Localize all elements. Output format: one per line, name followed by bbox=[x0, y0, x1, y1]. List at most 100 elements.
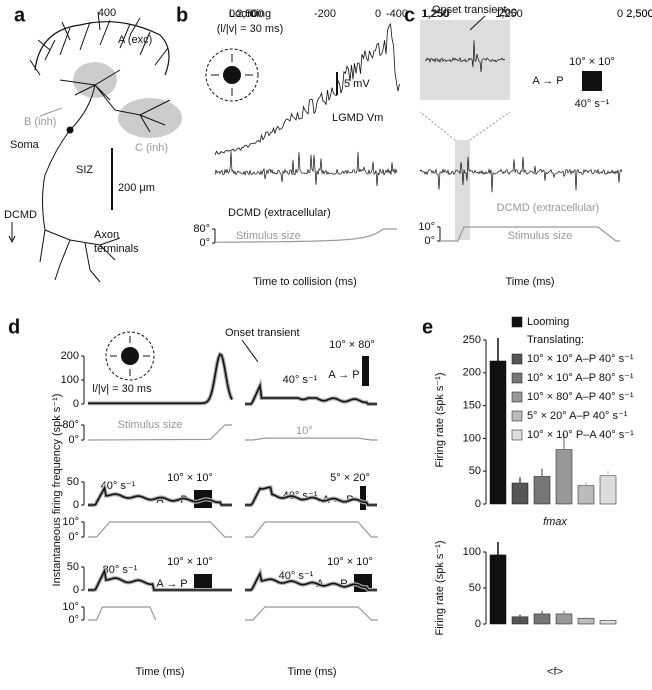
rate-trace bbox=[245, 486, 377, 506]
x-tick-label: 0 bbox=[617, 8, 623, 20]
voltage-trace bbox=[214, 22, 400, 156]
y-axis-label: Instantaneous firing frequency (spk s⁻¹) bbox=[51, 394, 63, 587]
y-tick-label: 50 bbox=[67, 561, 79, 573]
y-tick-label: 200 bbox=[463, 367, 481, 379]
annotation: 40° s⁻¹ bbox=[279, 570, 314, 582]
y-tick-label: 0° bbox=[68, 614, 79, 626]
stimulus-trace bbox=[245, 437, 378, 441]
annotation: l/|v| = 30 ms bbox=[92, 383, 152, 395]
y-tick-label: 100 bbox=[61, 374, 79, 386]
stimulus-icon bbox=[194, 574, 212, 592]
stimulus-icon bbox=[582, 71, 602, 91]
stimulus-trace bbox=[88, 606, 157, 621]
annotation: 10° × 80° bbox=[329, 339, 375, 351]
x-tick-label: 0 bbox=[229, 8, 235, 20]
zoom-lines bbox=[419, 111, 511, 141]
legend-swatch bbox=[511, 391, 523, 403]
panel-label: a bbox=[14, 4, 26, 26]
neuron-label: DCMD bbox=[4, 209, 37, 221]
y-tick-label: 0 bbox=[475, 618, 481, 630]
extracellular-trace bbox=[419, 156, 623, 193]
y-tick-label: 0 bbox=[73, 398, 79, 410]
annotation: DCMD (extracellular) bbox=[497, 202, 600, 214]
legend-label: 10° × 10° A–P 40° s⁻¹ bbox=[527, 353, 634, 365]
panel-label: e bbox=[422, 316, 433, 338]
x-tick-label: -200 bbox=[314, 8, 336, 20]
stimulus-trace bbox=[87, 424, 232, 441]
y-tick-label: 0° bbox=[68, 434, 79, 446]
neuron-label: Soma bbox=[10, 139, 40, 151]
panel-label: b bbox=[176, 4, 188, 26]
x-tick-label: 2,500 bbox=[626, 8, 652, 20]
rate-trace bbox=[245, 382, 377, 405]
highlight-band bbox=[455, 140, 470, 240]
title: Onset transient bbox=[432, 4, 507, 16]
x-axis-label: Time to collision (ms) bbox=[253, 276, 357, 288]
extracellular-trace bbox=[214, 151, 398, 187]
legend-swatch bbox=[511, 410, 523, 422]
arrow bbox=[469, 15, 486, 31]
annotation: Onset transient bbox=[225, 327, 300, 339]
x-tick-label: 2,500 bbox=[626, 8, 652, 20]
stimulus-trace bbox=[88, 521, 232, 538]
neuron-label: terminals bbox=[94, 243, 139, 255]
annotation: DCMD (extracellular) bbox=[228, 207, 331, 219]
x-axis-label: <f> bbox=[547, 666, 563, 678]
bar bbox=[511, 482, 529, 505]
annotation: 5° × 20° bbox=[330, 472, 370, 484]
inset-trace bbox=[424, 40, 506, 73]
neuron-label: A (exc) bbox=[118, 34, 152, 46]
y-tick-label: 80° bbox=[193, 223, 210, 235]
stimulus-icon bbox=[360, 486, 366, 510]
stimulus-icon bbox=[362, 356, 369, 386]
stimulus-trace bbox=[440, 226, 620, 242]
annotation: LGMD Vm bbox=[332, 112, 383, 124]
neuron-label: C (inh) bbox=[135, 142, 168, 154]
annotation: Stimulus size bbox=[508, 230, 573, 242]
y-tick-label: 50 bbox=[469, 465, 481, 477]
y-tick-label: 0° bbox=[68, 531, 79, 543]
rate-band bbox=[245, 378, 377, 406]
panel-label: c bbox=[404, 4, 415, 26]
y-tick-label: 10° bbox=[418, 221, 435, 233]
x-axis-label: fmax bbox=[543, 516, 567, 528]
annotation: 10° × 10° bbox=[167, 472, 213, 484]
annotation: 80° s⁻¹ bbox=[103, 564, 138, 576]
y-tick-label: 0° bbox=[199, 237, 210, 249]
annotation: 40° s⁻¹ bbox=[283, 374, 318, 386]
x-tick-label: 400 bbox=[98, 7, 116, 19]
annotation: A → P bbox=[532, 75, 563, 87]
legend-swatch bbox=[511, 372, 523, 384]
bar bbox=[555, 613, 573, 625]
x-tick-label: 0 bbox=[250, 8, 256, 20]
y-tick-label: 0 bbox=[475, 498, 481, 510]
stimulus-trace bbox=[245, 521, 378, 538]
y-tick-label: 250 bbox=[463, 334, 481, 346]
bar bbox=[599, 475, 617, 505]
bar bbox=[555, 449, 573, 505]
scale-bar-label: 200 μm bbox=[118, 182, 155, 194]
legend-label: Looming bbox=[527, 316, 569, 328]
bar bbox=[599, 620, 617, 625]
legend-label: 10° × 10° P–A 40° s⁻¹ bbox=[527, 429, 634, 441]
stimulus-trace bbox=[245, 606, 378, 621]
x-axis-label: Time (ms) bbox=[287, 666, 336, 678]
legend-swatch bbox=[511, 316, 523, 328]
annotation: Stimulus size bbox=[118, 419, 183, 431]
x-tick-label: 1,250 bbox=[495, 8, 523, 20]
neuron-drawing bbox=[8, 11, 182, 283]
y-tick-label: 50 bbox=[469, 582, 481, 594]
neuron-label: Axon bbox=[94, 229, 119, 241]
bar bbox=[511, 616, 529, 625]
y-tick-label: 10° bbox=[62, 516, 79, 528]
y-tick-label: 50 bbox=[67, 476, 79, 488]
y-tick-label: 150 bbox=[463, 400, 481, 412]
annotation: 10° × 10° bbox=[167, 556, 213, 568]
legend-title: Translating: bbox=[527, 334, 584, 346]
annotation: A → P bbox=[328, 369, 359, 381]
y-tick-label: 200 bbox=[61, 350, 79, 362]
bar bbox=[577, 617, 595, 625]
x-axis-label: Time (ms) bbox=[505, 276, 554, 288]
arrow bbox=[241, 339, 259, 363]
y-tick-label: 80° bbox=[62, 419, 79, 431]
